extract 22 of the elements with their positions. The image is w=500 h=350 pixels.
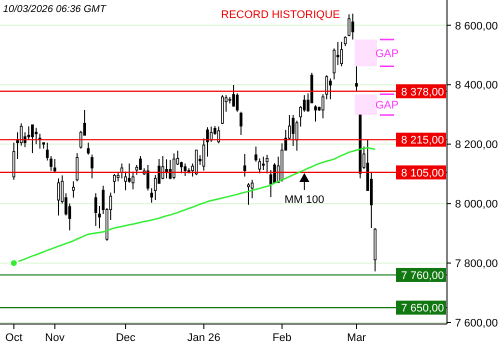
band-label: GAP: [375, 48, 399, 60]
y-tick-label: 8 000,00: [455, 198, 498, 211]
x-tick-label: Nov: [45, 332, 66, 344]
annotation: RECORD HISTORIQUE: [221, 9, 340, 21]
band-label: GAP: [375, 100, 399, 112]
ref-line-label: 7 650,00: [401, 302, 444, 315]
ref-line-label: 8 105,00: [401, 167, 444, 180]
x-tick-label: Jan 26: [187, 332, 220, 344]
ref-line-label: 8 215,00: [401, 134, 444, 147]
y-tick-label: 8 400,00: [455, 80, 498, 92]
series-label: MM 100: [284, 194, 324, 206]
y-tick-label: 8 600,00: [455, 20, 498, 32]
ref-line-label: 7 760,00: [401, 270, 444, 282]
ref-line-label: 8 378,00: [401, 86, 444, 98]
y-tick-label: 8 200,00: [455, 139, 498, 152]
y-tick-label: 7 800,00: [455, 258, 498, 270]
x-tick-label: Dec: [116, 332, 136, 344]
x-tick-label: Feb: [272, 332, 292, 344]
annotation: 10/03/2026 06:36 GMT: [3, 4, 107, 15]
y-tick-label: 7 600,00: [455, 318, 498, 330]
x-tick-label: Mar: [347, 332, 366, 344]
x-tick-label: Oct: [5, 332, 22, 344]
